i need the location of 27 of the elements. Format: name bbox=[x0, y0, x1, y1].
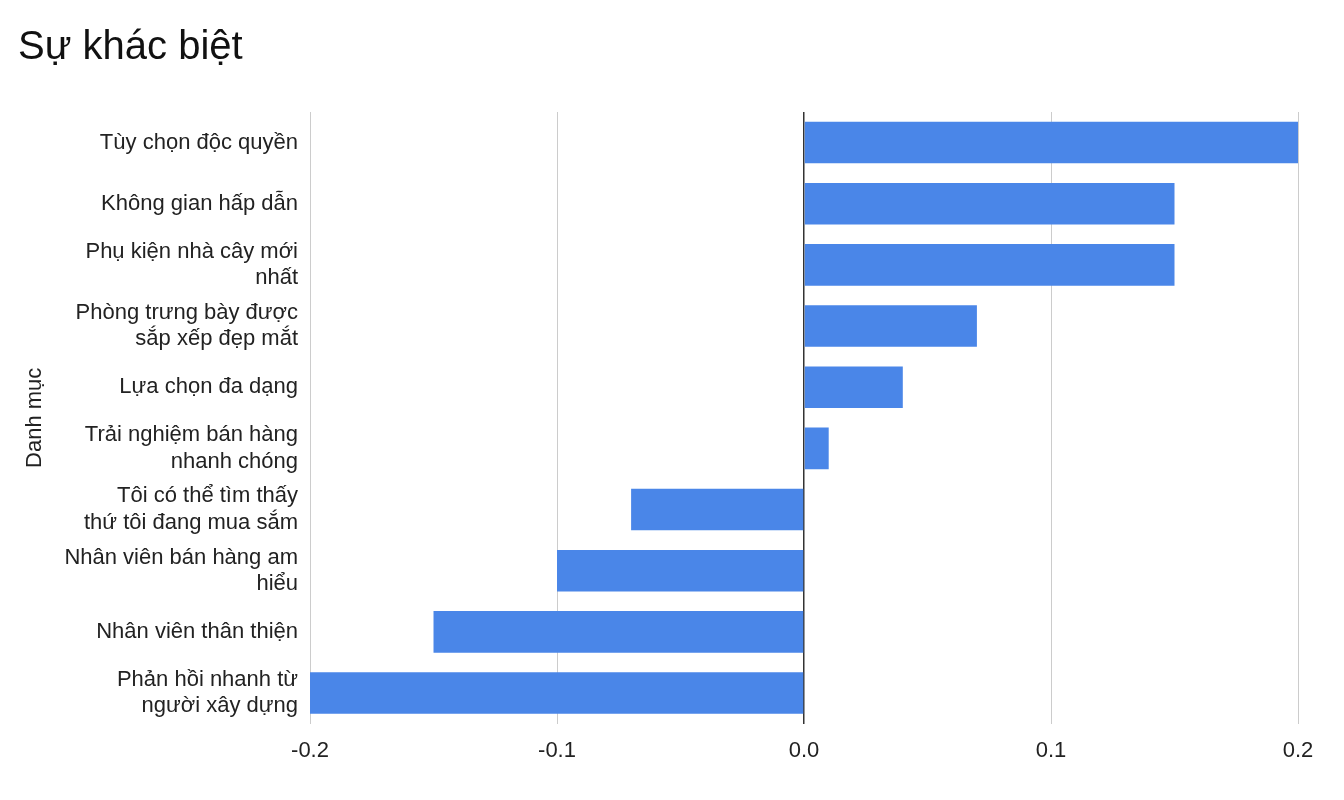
y-tick-label: Trải nghiệm bán hàng nhanh chóng bbox=[84, 421, 299, 473]
x-tick-label: 0.0 bbox=[788, 736, 820, 762]
y-tick-label: Nhân viên bán hàng am hiểu bbox=[64, 543, 299, 595]
bar bbox=[804, 427, 829, 470]
x-tick-label: -0.1 bbox=[538, 736, 576, 762]
y-tick-label: Không gian hấp dẫn bbox=[101, 189, 299, 215]
x-tick-label: -0.2 bbox=[291, 736, 329, 762]
bar bbox=[631, 488, 804, 531]
bar bbox=[433, 611, 804, 653]
x-tick-label: 0.1 bbox=[1035, 736, 1067, 762]
chart-title: Sự khác biệt bbox=[18, 23, 243, 68]
bar bbox=[804, 366, 903, 409]
bar bbox=[557, 549, 804, 592]
y-tick-label: Tôi có thể tìm thấy thứ tôi đang mua sắm bbox=[83, 482, 299, 534]
bar bbox=[804, 244, 1175, 286]
bar bbox=[310, 672, 804, 714]
y-tick-label: Nhân viên thân thiện bbox=[96, 617, 299, 643]
y-tick-label: Phụ kiện nhà cây mới nhất bbox=[85, 237, 299, 290]
bar bbox=[804, 182, 1175, 225]
y-tick-label: Lựa chọn đa dạng bbox=[119, 373, 299, 399]
y-axis-title: Danh mục bbox=[21, 367, 47, 468]
y-tick-label: Phản hồi nhanh từ người xây dựng bbox=[116, 665, 299, 718]
bar bbox=[804, 121, 1298, 164]
x-tick-label: 0.2 bbox=[1282, 736, 1314, 762]
y-tick-label: Phòng trưng bày được sắp xếp đẹp mắt bbox=[75, 298, 299, 351]
bar bbox=[804, 305, 977, 347]
y-tick-label: Tùy chọn độc quyền bbox=[99, 128, 299, 154]
